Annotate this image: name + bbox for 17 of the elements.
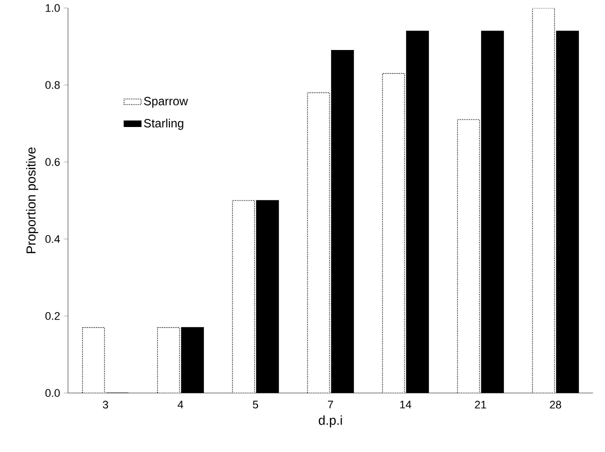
x-tick-label: 4 <box>178 400 184 408</box>
x-tick-label: 14 <box>400 400 412 408</box>
x-tick-label: 21 <box>474 400 486 408</box>
x-tick-label: 28 <box>550 400 562 409</box>
y-tick-label: 0.0 <box>45 389 60 397</box>
x-tick-label: 3 <box>102 400 108 409</box>
legend-label: Sparrow <box>144 96 188 108</box>
x-tick-label: 5 <box>252 400 258 408</box>
y-axis-title: Proportion positive <box>26 147 38 254</box>
y-tick-label: 0.2 <box>45 312 60 320</box>
x-tick-label: 7 <box>328 400 333 408</box>
legend-label: Starling <box>144 118 184 130</box>
y-tick-label: 0.4 <box>45 235 60 243</box>
y-tick-label: 0.8 <box>45 81 60 89</box>
y-tick-label: 1.0 <box>46 4 60 12</box>
y-tick-label: 0.6 <box>45 158 60 166</box>
x-axis-title: d.p.i <box>318 415 342 428</box>
